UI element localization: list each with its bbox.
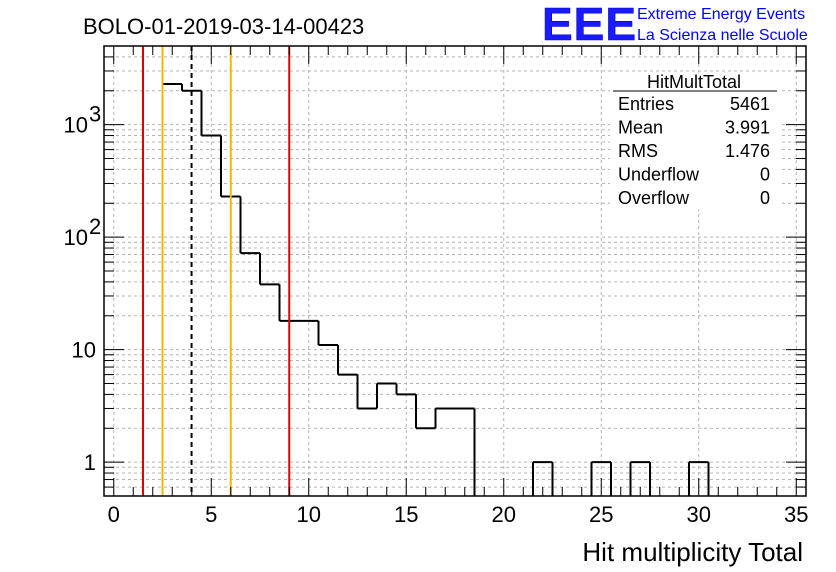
histogram-bin	[434, 407, 455, 429]
histogram-bin	[415, 394, 436, 430]
x-tick-label: 25	[589, 502, 613, 527]
histogram-bin	[259, 253, 280, 286]
x-tick-label: 35	[784, 502, 808, 527]
y-tick-exponent: 2	[89, 214, 101, 239]
axes	[103, 45, 807, 497]
logo-letters: EEE	[542, 0, 637, 50]
stats-box-background	[610, 74, 780, 209]
histogram-bin	[376, 382, 397, 409]
stats-row-label: Mean	[618, 118, 663, 138]
histogram-bin	[161, 82, 182, 496]
chart-title: BOLO-01-2019-03-14-00423	[83, 14, 364, 39]
stats-row-value: 0	[760, 165, 770, 185]
histogram-bin	[317, 320, 338, 346]
x-tick-label: 30	[687, 502, 711, 527]
x-tick-label: 10	[297, 502, 321, 527]
stats-box: HitMultTotal Entries 5461 Mean 3.991 RMS 1.47…	[610, 72, 780, 209]
stats-row-label: Overflow	[618, 188, 690, 208]
x-axis-label: Hit multiplicity Total	[582, 537, 803, 567]
x-tick-label: 20	[492, 502, 516, 527]
y-tick-label: 10	[64, 113, 88, 138]
x-tick-label: 15	[394, 502, 418, 527]
histogram-bin	[239, 196, 260, 255]
marker-lines	[142, 46, 291, 496]
histogram-bin	[200, 90, 221, 137]
histogram-bin	[181, 83, 202, 92]
histogram-bin	[590, 461, 611, 496]
logo-line-1: Extreme Energy Events	[637, 6, 805, 23]
eee-logo: EEE Extreme Energy Events La Scienza nel…	[542, 0, 808, 50]
stats-row-value: 1.476	[725, 141, 770, 161]
stats-row-value: 5461	[730, 94, 770, 114]
y-tick-label: 10	[72, 338, 96, 363]
stats-row-value: 0	[760, 188, 770, 208]
stats-row-value: 3.991	[725, 118, 770, 138]
histogram-bin	[337, 344, 358, 376]
y-tick-label: 1	[84, 450, 96, 475]
x-tick-label: 0	[108, 502, 120, 527]
histogram-bin	[395, 383, 416, 396]
stats-row-label: Entries	[618, 94, 674, 114]
stats-row-label: RMS	[618, 141, 658, 161]
stats-rows: Entries 5461 Mean 3.991 RMS 1.476 Underflow 0 Ov…	[618, 94, 770, 208]
stats-box-title: HitMultTotal	[647, 72, 741, 92]
histogram-bin	[356, 374, 377, 410]
histogram-bin	[688, 461, 709, 496]
x-tick-label: 5	[205, 502, 217, 527]
y-tick-exponent: 3	[89, 102, 101, 127]
y-tick-label: 10	[64, 225, 88, 250]
histogram-bin	[532, 461, 553, 496]
logo-line-2: La Scienza nelle Scuole	[637, 27, 808, 44]
histogram-bin	[629, 461, 650, 496]
stats-row-label: Underflow	[618, 165, 700, 185]
